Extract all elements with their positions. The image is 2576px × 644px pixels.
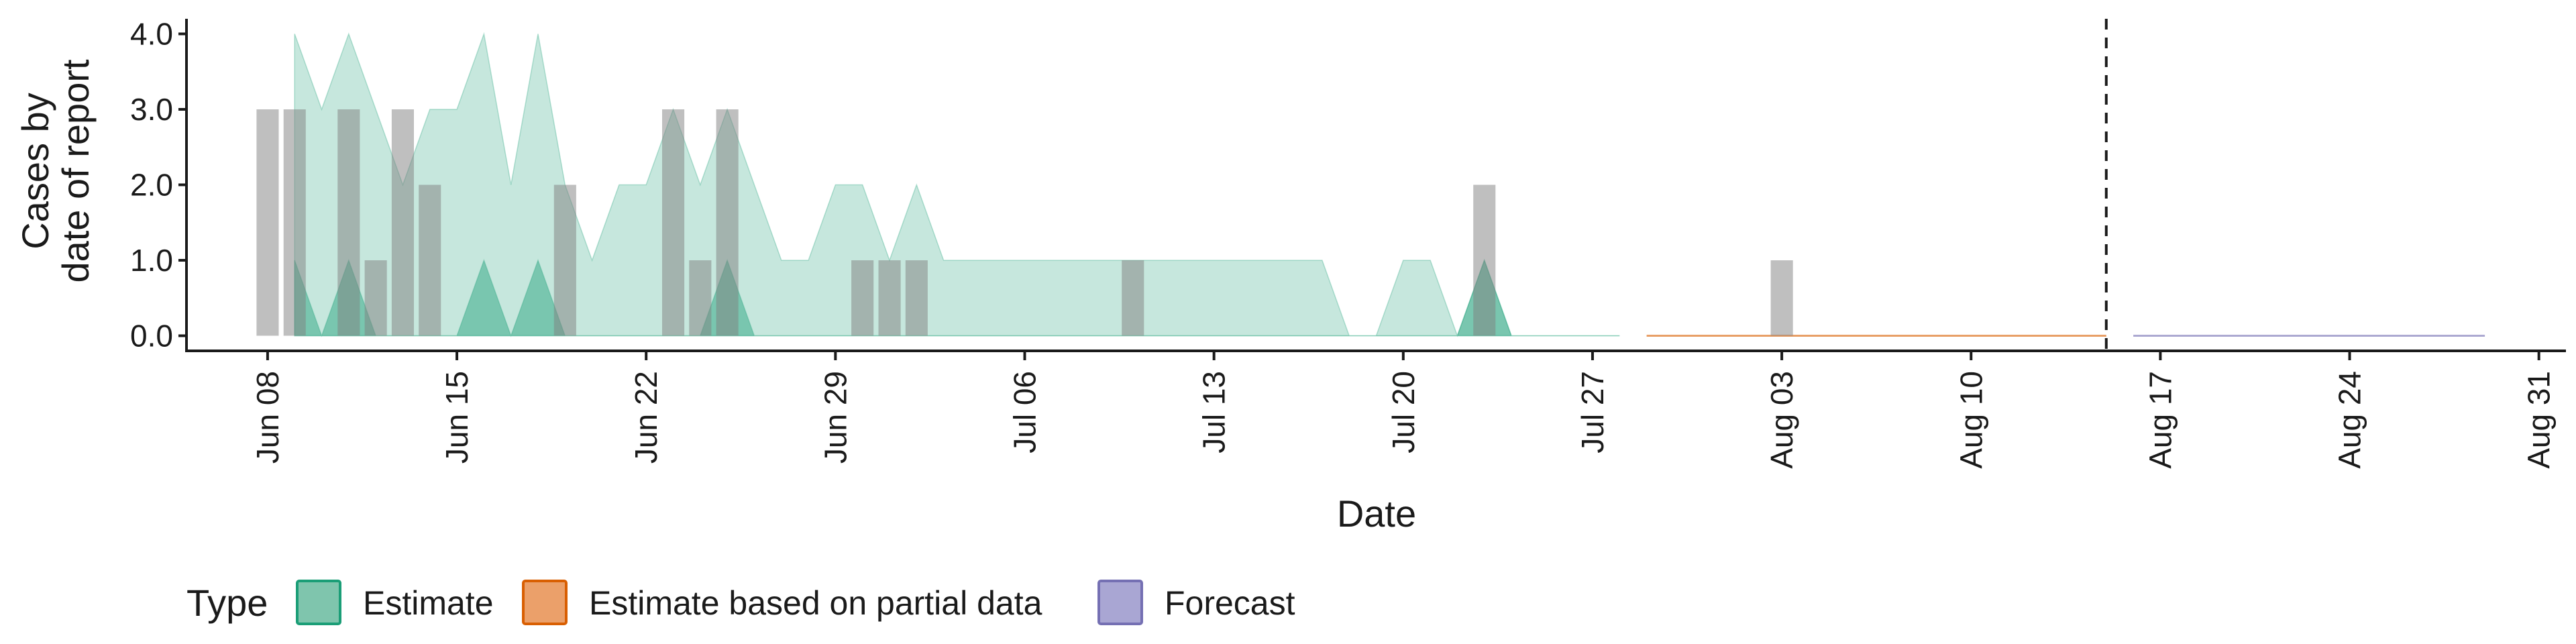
x-tick-label: Aug 24	[2332, 371, 2367, 469]
legend-key-estimate-based-on-partial-data	[522, 580, 568, 625]
x-tick-label: Jul 06	[1008, 371, 1042, 453]
observed-bar	[905, 260, 928, 336]
x-axis-ticks: Jun 08 Jun 15 Jun 22 Jun 29 Jul 06 Jul 13 Jul …	[250, 351, 2557, 469]
x-tick-label: Aug 03	[1764, 371, 1799, 469]
observed-bar	[1473, 184, 1496, 336]
axes: 0.0 1.0 2.0 3.0 4.0 Jun 08 Jun 15 Jun 22 Jun 29…	[130, 17, 2566, 469]
legend-key-estimate	[296, 580, 341, 625]
observed-bar	[419, 184, 441, 336]
observed-bar	[364, 260, 387, 336]
observed-bar	[716, 109, 739, 336]
observed-bar	[1770, 260, 1793, 336]
y-tick-label: 4.0	[130, 17, 173, 52]
legend-label: Estimate	[363, 584, 494, 622]
y-tick-label: 1.0	[130, 243, 173, 278]
x-tick-label: Jul 27	[1575, 371, 1610, 453]
observed-bar	[689, 260, 712, 336]
y-axis-title-line-1: Cases by	[14, 93, 56, 249]
y-tick-label: 3.0	[130, 92, 173, 127]
legend: Type Estimate Estimate based on partial d…	[186, 580, 1295, 625]
legend-items: Estimate Estimate based on partial data Fo…	[296, 580, 1295, 625]
x-tick-label: Jun 08	[250, 371, 285, 464]
observed-bar	[391, 109, 414, 336]
observed-bar	[283, 109, 306, 336]
x-tick-label: Jun 15	[439, 371, 474, 464]
x-tick-label: Jun 29	[818, 371, 853, 464]
observed-bar	[553, 184, 576, 336]
band-estimate-0	[294, 32, 1620, 337]
y-axis-title-line-2: date of report	[54, 59, 97, 283]
estimate-bands	[294, 32, 2485, 337]
x-tick-label: Aug 10	[1953, 371, 1988, 469]
observed-bar	[878, 260, 901, 336]
y-axis-ticks: 0.0 1.0 2.0 3.0 4.0	[130, 17, 186, 354]
observed-bar	[851, 260, 874, 336]
legend-key-forecast	[1097, 580, 1143, 625]
legend-label: Forecast	[1165, 584, 1295, 622]
y-tick-label: 2.0	[130, 168, 173, 203]
x-tick-label: Aug 31	[2522, 371, 2557, 469]
y-tick-label: 0.0	[130, 319, 173, 354]
x-axis-title: Date	[1337, 492, 1416, 535]
observed-case-bars	[256, 109, 1793, 336]
observed-bar	[662, 109, 685, 336]
x-tick-label: Aug 17	[2143, 371, 2178, 469]
legend-label: Estimate based on partial data	[589, 584, 1042, 622]
observed-bar	[1122, 260, 1144, 336]
observed-bar	[256, 109, 279, 336]
x-tick-label: Jun 22	[629, 371, 663, 464]
legend-title: Type	[186, 582, 268, 624]
x-tick-label: Jul 20	[1386, 371, 1421, 453]
x-tick-label: Jul 13	[1197, 371, 1232, 453]
observed-bar	[337, 109, 360, 336]
